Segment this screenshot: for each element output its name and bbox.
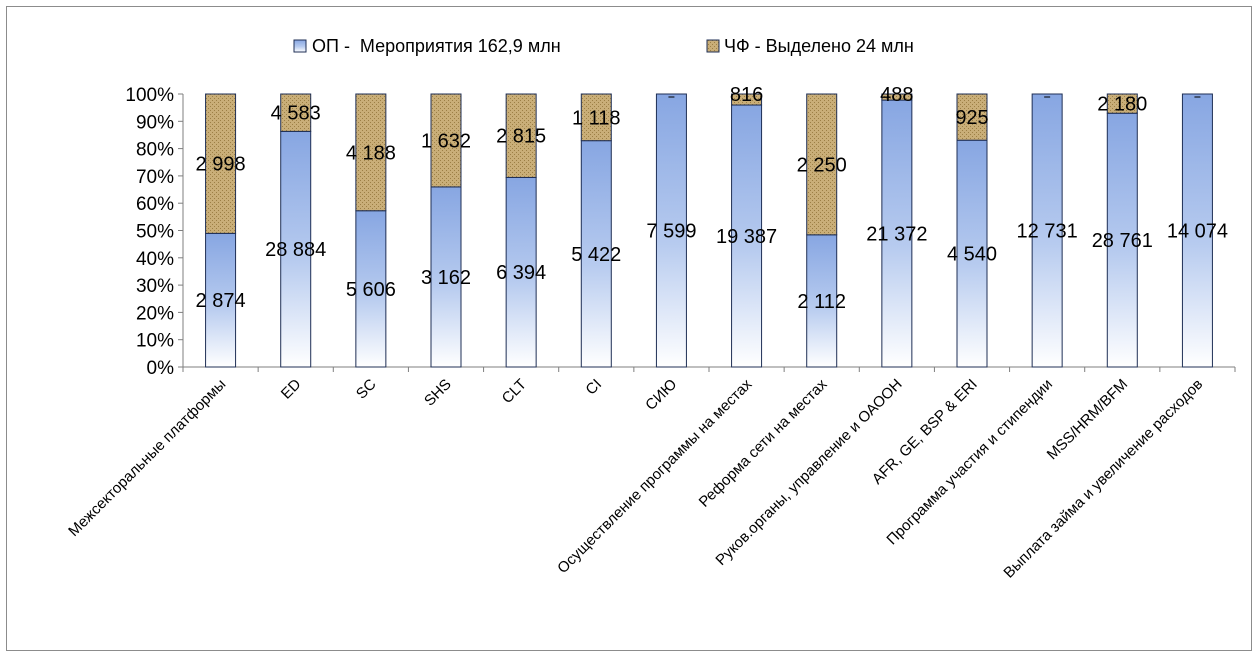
data-label-chf: 816 [730,84,763,106]
bar-op [1031,93,1063,368]
x-tick-label: СИЮ [642,376,680,414]
x-tick-label: Реформа сети на местах [696,375,831,510]
bar-op [430,186,462,368]
y-tick-label: 70% [136,167,174,188]
data-label-op: 19 387 [716,226,777,248]
data-label-op: 3 162 [421,267,471,289]
bars [205,93,1213,368]
legend-label-chf: ЧФ - Выделено 24 млн [724,36,914,56]
data-label-op: 12 731 [1017,221,1078,243]
data-label-chf: 2 815 [496,126,546,148]
bar-chf [881,93,913,101]
data-label-chf: 4 583 [271,103,321,125]
legend: ОП - Мероприятия 162,9 млн ЧФ - Выделено… [293,36,914,56]
x-axis-labels: Межсекторальные платформы ED SC SHS CLT CI СИЮ… [65,375,1206,581]
data-label-op: 7 599 [646,221,696,243]
y-tick-label: 50% [136,222,174,243]
bar-op [355,210,387,368]
data-label-op: 5 606 [346,279,396,301]
legend-swatch-op [293,39,307,53]
y-tick-label: 80% [136,140,174,161]
data-label-chf: 4 188 [346,142,396,164]
data-label-op: 21 372 [866,224,927,246]
bar-op [1106,112,1138,368]
bar-chf [430,93,462,188]
data-label-op: 14 074 [1167,221,1228,243]
bar-chf [806,93,838,236]
x-tick-label: SC [353,376,380,403]
data-label-op: 28 761 [1092,230,1153,252]
y-tick-label: 100% [125,85,174,106]
data-labels: 2 874 2 998 28 884 4 583 5 606 4 188 3 162 1 63… [196,84,1228,313]
bar-op [655,93,687,368]
data-label-op: 6 394 [496,262,546,284]
bar-chf [280,93,312,132]
bar-chf [956,93,988,141]
y-tick-label: 0% [147,358,175,379]
bar-chf [505,93,537,178]
x-tick-label: MSS/HRM/BFM [1044,376,1131,463]
data-label-chf: 1 632 [421,130,471,152]
bar-chf [205,93,237,234]
bar-op [806,234,838,368]
x-tick-label: SHS [421,376,455,410]
bar-op [205,232,237,368]
y-tick-label: 30% [136,276,174,297]
legend-swatch-chf [706,39,720,53]
data-label-chf: 925 [955,107,988,129]
data-label-chf: 488 [880,84,913,106]
y-tick-label: 10% [136,331,174,352]
y-tick-label: 60% [136,194,174,215]
bar-op [1181,93,1213,368]
bar-chf [1106,93,1138,114]
data-label-op: 4 540 [947,244,997,266]
bar-op [505,176,537,368]
x-tick-label: Программа участия и стипендии [883,376,1056,549]
data-label-chf: 2 180 [1097,94,1147,116]
data-label-op: 2 874 [196,290,246,312]
data-label-chf: 1 118 [572,107,621,129]
data-label-op: 28 884 [265,239,326,261]
y-tick-label: 20% [136,303,174,324]
x-tick-label: CI [582,376,605,399]
x-tick-label: CLT [499,376,530,407]
bar-chf [580,93,612,142]
bar-op [580,140,612,368]
x-tick-label: Межсекторальные платформы [65,376,229,540]
bar-op [280,130,312,368]
data-label-op: 5 422 [571,244,621,266]
data-label-op: 2 112 [797,291,846,313]
bar-op [731,104,763,368]
y-tick-label: 40% [136,249,174,270]
data-label-chf: 2 250 [797,154,847,176]
bar-chf [355,93,387,212]
y-tick-label: 90% [136,112,174,133]
legend-label-op: ОП - Мероприятия 162,9 млн [312,36,561,56]
data-label-chf: 2 998 [196,154,246,176]
x-tick-label: ED [278,376,305,403]
bar-chf [731,93,763,106]
bar-op [881,99,913,368]
